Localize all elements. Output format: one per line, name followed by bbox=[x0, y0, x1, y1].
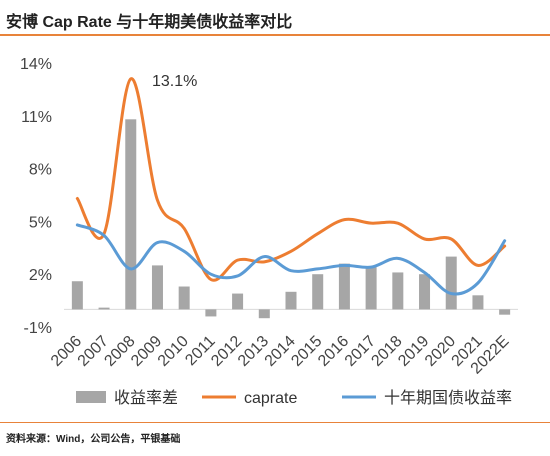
x-tick-label: 2006 bbox=[48, 333, 85, 370]
bar bbox=[445, 256, 457, 310]
bar bbox=[472, 295, 484, 310]
bar bbox=[205, 309, 217, 317]
peak-annotation: 13.1% bbox=[152, 73, 197, 90]
y-tick-label: 5% bbox=[29, 214, 52, 231]
x-tick-label: 2009 bbox=[128, 333, 165, 370]
bar bbox=[98, 307, 110, 310]
line-series bbox=[75, 77, 507, 296]
footer-divider bbox=[0, 422, 550, 423]
legend-label: caprate bbox=[244, 390, 297, 407]
x-tick-label: 2015 bbox=[288, 333, 325, 370]
y-tick-label: 2% bbox=[29, 267, 52, 284]
bar bbox=[338, 263, 350, 310]
bar bbox=[365, 267, 377, 310]
chart: 14% 11% 8% 5% 2% -1% 200620072008200920102011… bbox=[20, 56, 518, 407]
title-divider bbox=[0, 34, 550, 36]
bar bbox=[285, 291, 297, 310]
x-tick-label: 2017 bbox=[342, 333, 379, 370]
bar bbox=[499, 309, 511, 315]
y-axis: 14% 11% 8% 5% 2% -1% bbox=[20, 56, 518, 337]
y-tick-label: -1% bbox=[24, 320, 52, 337]
x-tick-label: 2019 bbox=[395, 333, 432, 370]
series-line bbox=[75, 223, 507, 296]
x-tick-label: 2007 bbox=[75, 333, 112, 370]
y-tick-label: 11% bbox=[21, 109, 52, 126]
y-tick-label: 8% bbox=[29, 162, 52, 179]
bar bbox=[151, 265, 163, 310]
x-tick-label: 2016 bbox=[315, 333, 352, 370]
x-tick-label: 2008 bbox=[101, 333, 138, 370]
x-tick-label: 2012 bbox=[208, 333, 245, 370]
x-tick-label: 2013 bbox=[235, 333, 272, 370]
source-note: 资料来源：Wind，公司公告，平银基础 bbox=[6, 434, 181, 445]
legend-swatch bbox=[76, 391, 106, 403]
bar bbox=[392, 272, 404, 310]
x-tick-label: 2020 bbox=[422, 333, 459, 370]
x-tick-label: 2018 bbox=[368, 333, 405, 370]
legend: 收益率差 caprate 十年期国债收益率 bbox=[76, 389, 512, 407]
legend-label: 十年期国债收益率 bbox=[384, 389, 512, 407]
x-axis: 2006200720082009201020112012201320142015… bbox=[48, 333, 512, 378]
bar-series bbox=[71, 119, 511, 319]
bar bbox=[258, 309, 270, 319]
bar bbox=[232, 293, 244, 310]
bar bbox=[125, 119, 137, 310]
bar bbox=[178, 286, 190, 310]
chart-title: 安博 Cap Rate 与十年期美债收益率对比 bbox=[6, 14, 293, 31]
series-line bbox=[75, 77, 507, 282]
y-tick-label: 14% bbox=[20, 56, 52, 73]
bar bbox=[71, 281, 83, 310]
x-tick-label: 2014 bbox=[262, 333, 299, 370]
x-tick-label: 2010 bbox=[155, 333, 192, 370]
bar bbox=[312, 274, 324, 310]
legend-label: 收益率差 bbox=[114, 389, 178, 407]
bar bbox=[419, 274, 431, 310]
